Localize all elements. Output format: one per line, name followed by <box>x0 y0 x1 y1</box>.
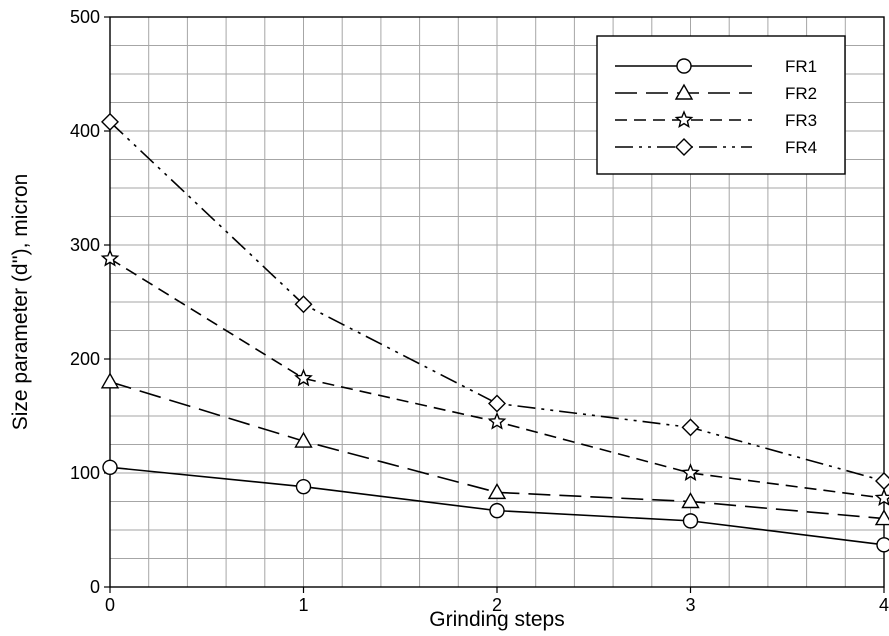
data-point-fr3 <box>874 488 889 507</box>
legend-label: FR1 <box>785 57 817 76</box>
data-point-fr4 <box>101 112 119 131</box>
x-tick-label: 3 <box>685 595 695 615</box>
legend-item-fr4: FR4 <box>615 138 817 157</box>
legend-marker <box>675 138 693 156</box>
legend-marker <box>676 58 692 74</box>
data-point-fr2 <box>681 492 700 509</box>
data-point-fr2 <box>874 509 889 526</box>
x-tick-label: 1 <box>298 595 308 615</box>
y-tick-label: 0 <box>90 577 100 597</box>
legend: FR1 FR2 FR3 FR4 <box>596 35 846 175</box>
data-point-fr2 <box>100 372 120 389</box>
y-tick-label: 500 <box>70 7 100 27</box>
series-line-fr2 <box>109 381 885 520</box>
legend-label: FR2 <box>785 84 817 103</box>
legend-item-fr3: FR3 <box>615 110 817 130</box>
data-point-fr4 <box>681 418 700 437</box>
legend-item-fr2: FR2 <box>615 83 817 103</box>
data-point-fr1 <box>876 537 889 553</box>
legend-marker <box>674 83 694 100</box>
x-tick-label: 2 <box>492 595 502 615</box>
data-point-fr3 <box>100 248 120 267</box>
y-tick-label: 200 <box>70 349 100 369</box>
data-point-fr4 <box>294 295 313 314</box>
legend-item-fr1: FR1 <box>615 57 817 76</box>
series-fr3 <box>100 248 889 507</box>
data-point-fr1 <box>682 513 699 529</box>
series-fr4 <box>101 112 889 490</box>
y-axis-label: Size parameter (d''), micron <box>9 174 32 431</box>
data-point-fr1 <box>102 459 118 475</box>
y-tick-label: 100 <box>70 463 100 483</box>
data-point-fr2 <box>487 482 507 500</box>
legend-label: FR4 <box>785 138 817 157</box>
y-tick-label: 400 <box>70 121 100 141</box>
series-group <box>100 112 889 553</box>
data-point-fr1 <box>295 478 312 495</box>
legend-label: FR3 <box>785 111 817 130</box>
x-tick-label: 0 <box>105 595 115 615</box>
axis-ticks: 0 1 2 3 4 0 100 200 300 400 500 <box>70 7 889 615</box>
series-fr2 <box>100 372 889 526</box>
legend-box <box>596 35 846 175</box>
data-point-fr3 <box>294 368 313 387</box>
y-tick-label: 300 <box>70 235 100 255</box>
data-point-fr2 <box>294 431 313 448</box>
data-point-fr3 <box>681 463 700 481</box>
data-point-fr4 <box>875 471 889 490</box>
series-fr1 <box>102 459 889 553</box>
series-line-fr4 <box>109 121 885 482</box>
data-point-fr3 <box>487 411 507 430</box>
legend-marker <box>674 110 694 128</box>
data-point-fr4 <box>488 394 506 413</box>
x-axis-label: Grinding steps <box>429 608 564 631</box>
x-tick-label: 4 <box>879 595 889 615</box>
data-point-fr1 <box>489 502 505 519</box>
